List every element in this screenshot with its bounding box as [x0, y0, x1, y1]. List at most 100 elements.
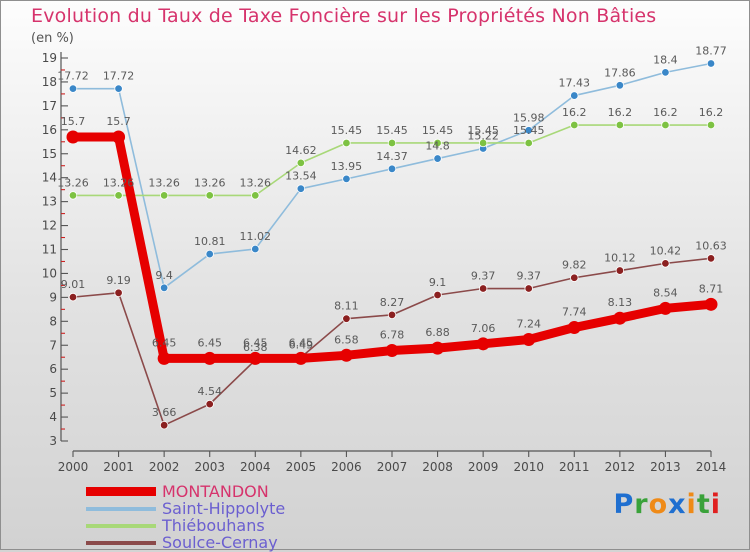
logo-letter: r	[634, 489, 649, 520]
data-label: 15.98	[513, 111, 545, 124]
data-point	[613, 311, 627, 325]
data-label: 8.71	[699, 282, 724, 295]
data-label: 6.38	[243, 341, 268, 354]
data-point	[296, 184, 306, 193]
x-tick-label: 2007	[377, 460, 408, 474]
y-tick-label: 11	[42, 243, 57, 257]
data-label: 8.13	[608, 296, 633, 309]
data-label: 10.42	[650, 244, 682, 257]
data-label: 7.24	[516, 318, 541, 331]
y-tick-label: 4	[49, 410, 57, 424]
data-point	[522, 333, 536, 347]
data-label: 10.63	[695, 239, 727, 252]
y-tick-label: 19	[42, 51, 57, 65]
data-point	[658, 301, 672, 315]
x-tick-label: 2000	[58, 460, 89, 474]
data-label: 17.43	[559, 77, 591, 90]
data-point	[66, 130, 80, 144]
data-label: 13.95	[331, 160, 363, 173]
page-title: Evolution du Taux de Taxe Foncière sur l…	[31, 5, 657, 27]
x-axis: 2000 2001 2002 2003 2004 2005 2006 2007 2008 2009…	[58, 450, 727, 474]
data-label: 16.2	[653, 106, 678, 119]
data-label: 8.54	[653, 286, 678, 299]
data-label: 6.45	[289, 336, 314, 349]
data-point	[661, 68, 670, 77]
y-tick-label: 12	[42, 219, 57, 233]
data-label: 14.37	[376, 150, 408, 163]
data-label: 13.26	[148, 176, 180, 189]
data-point	[570, 120, 579, 130]
data-point	[387, 310, 397, 320]
legend-item-thi-bouhans[interactable]: Thiébouhans	[86, 517, 285, 534]
y-tick-label: 13	[42, 195, 57, 209]
legend-color-swatch	[86, 540, 156, 545]
data-label: 18.77	[695, 45, 727, 58]
data-label: 6.45	[197, 336, 222, 349]
data-label: 7.74	[562, 306, 587, 319]
data-point	[661, 120, 670, 130]
data-point	[251, 244, 260, 254]
y-tick-label: 17	[42, 99, 57, 113]
data-point	[570, 91, 579, 100]
data-label: 6.45	[152, 336, 177, 349]
logo-letter: o	[648, 489, 669, 520]
data-point	[159, 283, 169, 292]
legend-item-montandon[interactable]: MONTANDON	[86, 483, 285, 500]
series-labels: 9.01 9.19 3.66 4.54 6.38 6.49 8.11 8.27 9.1 9.37 9…	[61, 239, 727, 419]
series-saint-hippolyte	[68, 59, 716, 292]
data-point	[524, 138, 533, 148]
series-labels: 17.72 17.72 9.4 10.81 11.02 13.54 13.95 14.37 14…	[57, 45, 727, 282]
data-label: 7.06	[471, 322, 496, 335]
data-point	[476, 337, 490, 351]
y-tick-label: 10	[42, 266, 57, 280]
data-point	[706, 59, 716, 68]
data-point	[615, 266, 625, 275]
legend-item-soulce-cernay[interactable]: Soulce-Cernay	[86, 534, 285, 551]
data-point	[478, 138, 488, 148]
data-point	[157, 351, 171, 365]
chart-legend: MONTANDON Saint-Hippolyte Thiébouhans Soulc…	[86, 483, 285, 551]
data-label: 14.8	[425, 140, 450, 153]
data-label: 16.2	[608, 106, 633, 119]
data-point	[524, 126, 533, 135]
data-label: 10.81	[194, 235, 226, 248]
y-tick-label: 3	[49, 434, 57, 448]
data-label: 13.26	[57, 176, 89, 189]
data-point	[342, 138, 351, 148]
x-tick-label: 2003	[194, 460, 225, 474]
logo-letter: x	[668, 489, 687, 520]
data-label: 8.11	[334, 300, 359, 313]
data-label: 13.54	[285, 170, 317, 183]
legend-item-saint-hippolyte[interactable]: Saint-Hippolyte	[86, 500, 285, 517]
data-point	[68, 191, 78, 200]
data-point	[704, 297, 718, 311]
logo-letter: t	[696, 489, 711, 520]
data-label: 17.86	[604, 66, 636, 79]
data-label: 13.26	[194, 176, 226, 189]
x-tick-label: 2014	[696, 460, 727, 474]
logo-letter: P	[613, 489, 635, 520]
data-label: 16.2	[562, 106, 587, 119]
x-tick-label: 2013	[650, 460, 681, 474]
y-tick-label: 14	[42, 171, 57, 185]
data-label: 9.4	[155, 269, 173, 282]
data-point	[570, 273, 579, 282]
data-point	[706, 120, 716, 130]
data-point	[661, 259, 670, 268]
y-tick-label: 7	[49, 338, 57, 352]
x-tick-label: 2006	[331, 460, 362, 474]
data-label: 6.58	[334, 333, 359, 346]
data-label: 15.45	[331, 124, 363, 137]
data-point	[68, 292, 78, 302]
chart-unit-label: (en %)	[31, 31, 74, 46]
data-label: 6.45	[243, 336, 268, 349]
data-label: 15.7	[106, 115, 131, 128]
data-point	[385, 344, 399, 358]
y-tick-label: 6	[49, 362, 57, 376]
data-label: 10.12	[604, 252, 636, 265]
data-label: 13.26	[240, 176, 272, 189]
data-label: 17.72	[57, 70, 89, 83]
data-label: 15.45	[422, 124, 454, 137]
data-label: 8.27	[380, 296, 405, 309]
